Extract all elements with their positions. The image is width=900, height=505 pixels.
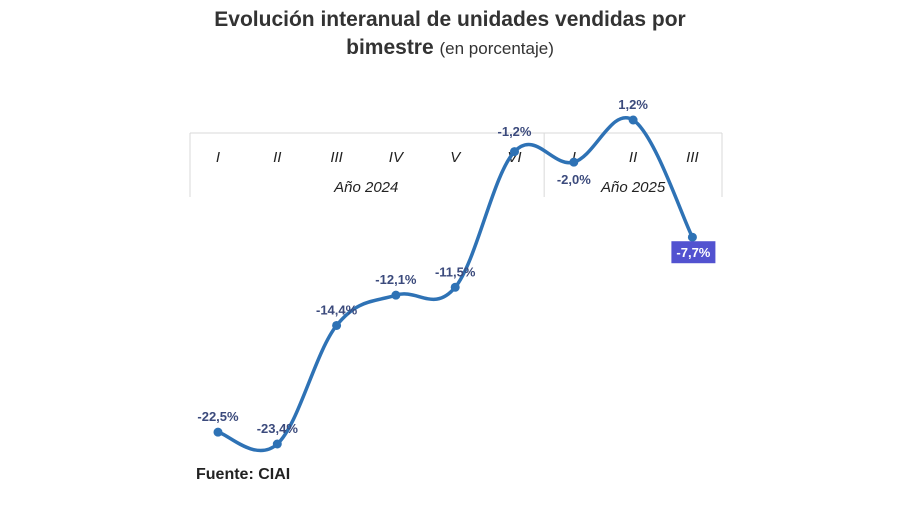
data-label: -1,2% (498, 124, 532, 139)
data-point (628, 115, 638, 125)
title-line-1: Evolución interanual de unidades vendida… (214, 8, 686, 31)
highlight-label-box (671, 241, 716, 264)
series-line (216, 116, 695, 453)
data-point (687, 232, 697, 242)
category-tick-label: I (216, 149, 220, 166)
category-tick-label: V (450, 149, 462, 166)
source-note: Fuente: CIAI (196, 466, 291, 483)
category-tick-label: I (572, 149, 576, 166)
group-label: Año 2025 (600, 179, 666, 196)
category-tick-label: II (273, 149, 281, 166)
data-label: -14,4% (316, 302, 358, 317)
data-point (213, 427, 223, 437)
data-label: 1,2% (618, 97, 648, 112)
data-point (510, 147, 519, 157)
data-label: -12,1% (375, 272, 417, 287)
data-label: -11,5% (435, 264, 476, 279)
title-line-2: bimestre (346, 36, 434, 59)
category-tick-label: III (686, 149, 699, 166)
data-point (569, 157, 579, 167)
data-label: -7,7% (676, 245, 710, 260)
data-point (391, 290, 401, 300)
chart-subtitle: (en porcentaje) (439, 39, 554, 58)
chart-title: Evolución interanual de unidades vendida… (0, 6, 900, 63)
category-tick-label: III (330, 149, 343, 166)
category-tick-label: IV (389, 149, 405, 166)
category-tick-label: II (629, 149, 637, 166)
data-label: -22,5% (197, 409, 239, 424)
group-label: Año 2024 (333, 179, 398, 196)
data-point (332, 320, 342, 330)
data-label: -23,4% (257, 421, 299, 436)
data-point (272, 439, 282, 449)
data-point (450, 282, 460, 292)
data-label: -2,0% (557, 172, 591, 187)
